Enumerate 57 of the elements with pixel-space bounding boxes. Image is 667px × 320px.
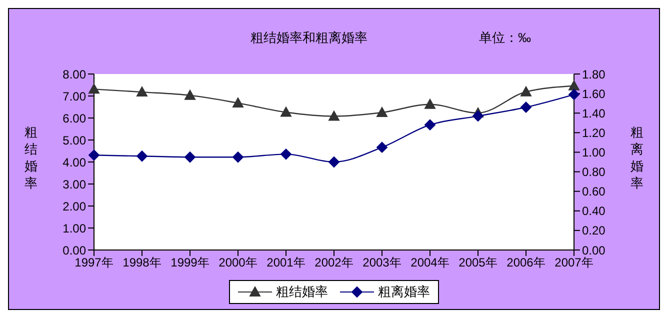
x-tick-label: 2006年 xyxy=(506,256,546,270)
point xyxy=(520,86,532,96)
x-tick-label: 2005年 xyxy=(458,256,498,270)
point xyxy=(184,90,196,100)
x-tick-label: 2004年 xyxy=(410,256,450,270)
point xyxy=(232,98,244,108)
point xyxy=(328,110,340,121)
x-tick-label: 2000年 xyxy=(218,256,258,270)
y2-tick-label: 1.20 xyxy=(582,126,606,140)
x-tick-label: 2007年 xyxy=(554,256,594,270)
point xyxy=(328,156,340,168)
point xyxy=(280,148,292,160)
y-tick-label: 7.00 xyxy=(62,89,86,104)
y2-tick-label: 0.60 xyxy=(582,184,606,199)
legend-label: 粗结婚率 xyxy=(275,283,328,301)
y-tick-label: 6.00 xyxy=(62,111,86,126)
point xyxy=(376,107,388,117)
y2-tick-label: 1.00 xyxy=(582,145,606,160)
point xyxy=(568,89,580,100)
y2-tick-label: 1.40 xyxy=(582,106,606,120)
y2-tick-label: 0.00 xyxy=(582,243,606,258)
y-tick-label: 1.00 xyxy=(62,221,86,236)
y-tick-label: 4.00 xyxy=(62,155,86,170)
point xyxy=(424,119,436,130)
y2-tick-label: 1.80 xyxy=(582,67,606,82)
y2-tick-label: 0.80 xyxy=(582,165,606,180)
point xyxy=(280,106,292,117)
point xyxy=(88,150,100,161)
y-tick-label: 8.00 xyxy=(62,67,86,82)
point xyxy=(136,150,148,162)
point xyxy=(232,152,244,163)
x-tick-label: 2001年 xyxy=(266,256,306,270)
point xyxy=(136,86,148,97)
y-axis-title: 粗结婚率 xyxy=(24,124,38,190)
x-tick-label: 1997年 xyxy=(74,256,114,270)
point xyxy=(472,110,484,122)
y2-tick-label: 0.40 xyxy=(582,204,606,218)
y2-axis-title: 粗离婚率 xyxy=(630,124,644,190)
x-tick-label: 2003年 xyxy=(362,256,402,270)
y2-tick-label: 1.60 xyxy=(582,86,606,101)
text: 单位：‰ xyxy=(479,29,531,47)
y-tick-label: 5.00 xyxy=(62,133,86,148)
y-tick-label: 3.00 xyxy=(62,177,86,192)
x-tick-label: 2002年 xyxy=(314,256,354,270)
x-tick-label: 1999年 xyxy=(170,256,210,270)
y-tick-label: 2.00 xyxy=(62,199,86,214)
legend-label: 粗离婚率 xyxy=(377,283,430,301)
point xyxy=(568,80,580,90)
point xyxy=(424,98,436,109)
point xyxy=(88,84,100,94)
chart-title: 粗结婚率和粗离婚率 xyxy=(250,30,368,45)
point xyxy=(184,152,196,163)
x-tick-label: 1998年 xyxy=(122,256,162,270)
y-tick-label: 0.00 xyxy=(62,243,86,258)
point xyxy=(376,142,388,153)
y2-tick-label: 0.20 xyxy=(582,224,606,238)
point xyxy=(520,102,532,113)
